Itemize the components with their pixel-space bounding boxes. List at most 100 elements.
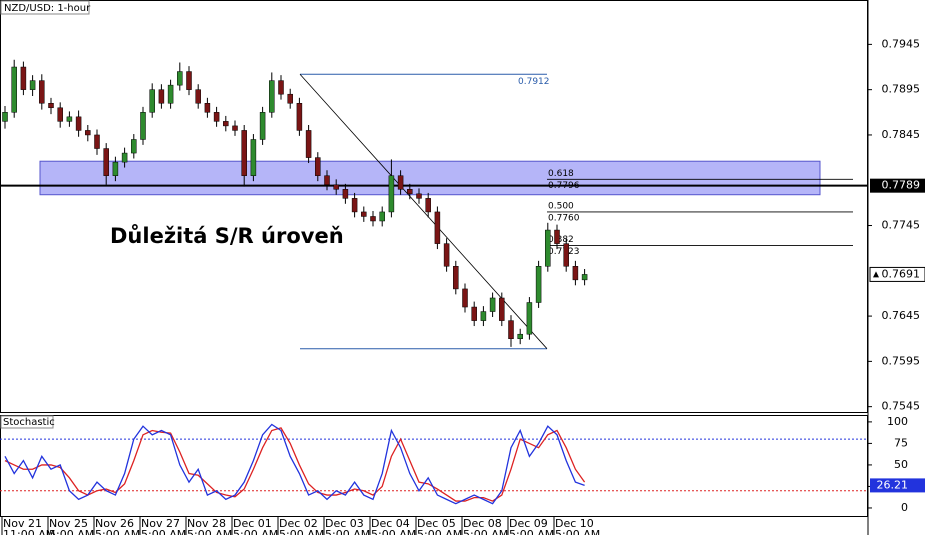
candle-body — [195, 89, 201, 104]
candle-body — [370, 216, 376, 222]
fib-price: 0.7760 — [548, 213, 580, 223]
candle-body — [296, 103, 303, 131]
indicator-title: Stochastic — [3, 417, 55, 428]
candle-body — [232, 125, 238, 131]
candle-body — [48, 103, 54, 109]
y-tick-label: 0.7595 — [882, 354, 921, 367]
candle-body — [508, 320, 514, 339]
candle-body — [333, 184, 339, 190]
candle-body — [287, 93, 293, 104]
x-tick-label: Dec 08 5:00 AM — [463, 517, 509, 535]
x-tick-label: Nov 28 5:00 AM — [187, 517, 233, 535]
candle-body — [581, 274, 588, 281]
candle-body — [324, 175, 330, 186]
fib-high-label: 0.7912 — [518, 77, 550, 87]
y-tick-label: 0.7645 — [882, 309, 921, 322]
candle-body — [462, 288, 468, 308]
y2-tick-label: 0 — [901, 501, 908, 514]
x-tick-label: Dec 10 5:00 AM — [555, 517, 601, 535]
candle-body — [11, 66, 17, 113]
fib-trend — [299, 73, 548, 349]
candle-body — [57, 107, 63, 122]
y-tick-label: 0.7845 — [882, 128, 921, 141]
last-price-label: 0.7691 — [882, 267, 921, 280]
candle-body — [351, 198, 358, 213]
candle-body — [158, 89, 165, 104]
stoch-value-label: 26.21 — [877, 478, 909, 491]
candle-body — [66, 116, 73, 122]
x-tick-label: Dec 04 5:00 AM — [371, 517, 417, 535]
candle-body — [213, 112, 220, 122]
candle-body — [278, 80, 284, 95]
candle-body — [305, 130, 312, 158]
x-tick-label: Dec 09 5:00 AM — [509, 517, 555, 535]
candle-body — [149, 89, 155, 113]
candle-body — [434, 211, 441, 244]
candle-body — [140, 112, 146, 140]
stoch-value-box — [870, 478, 925, 493]
candle-body — [75, 116, 82, 131]
candle-body — [177, 71, 183, 86]
candle-body — [85, 130, 91, 136]
x-tick-label: Nov 27 5:00 AM — [141, 517, 187, 535]
y2-tick-label: 75 — [894, 436, 908, 449]
candle-body — [250, 139, 257, 176]
x-tick-label: Nov 25 5:00 AM — [49, 517, 95, 535]
candle-body — [103, 148, 109, 176]
candle-body — [499, 297, 505, 321]
y-tick-label: 0.7895 — [882, 83, 921, 96]
candle-body — [204, 103, 211, 113]
fib-ratio: 0.618 — [548, 169, 574, 179]
annotation: Důležitá S/R úroveň — [110, 224, 344, 248]
candle-body — [471, 306, 477, 321]
candle-body — [121, 152, 128, 163]
candle-body — [563, 243, 569, 267]
y-tick-label: 0.7745 — [882, 219, 921, 232]
candle-body — [517, 333, 523, 339]
x-tick-label: Dec 05 5:00 AM — [417, 517, 463, 535]
candle-body — [315, 157, 321, 176]
x-tick-label: Dec 03 5:00 AM — [325, 517, 371, 535]
x-tick-label: Nov 26 5:00 AM — [95, 517, 141, 535]
candle-body — [397, 175, 404, 190]
x-tick-label: Dec 01 5:00 AM — [233, 517, 279, 535]
candle-body — [554, 229, 560, 244]
candle-body — [131, 139, 137, 154]
candle-body — [186, 71, 192, 90]
x-tick-label: Nov 21 11:00 AM — [3, 517, 56, 535]
candle-body — [20, 66, 27, 90]
candle-body — [526, 302, 533, 335]
sr-zone — [39, 160, 821, 196]
candle-body — [388, 175, 395, 213]
y-tick-label: 0.7945 — [882, 37, 921, 50]
candle-body — [545, 229, 551, 267]
last-price-box — [869, 266, 925, 282]
indicator-panel — [0, 415, 868, 517]
candle-body — [379, 211, 385, 222]
candle-body — [407, 189, 413, 195]
candle-body — [167, 84, 174, 104]
candle-body — [29, 80, 36, 90]
candle-body — [453, 266, 459, 290]
fib-ratio: 0.382 — [548, 235, 574, 245]
indicator-title-box — [0, 415, 54, 429]
fib-ratio: 0.500 — [548, 201, 574, 211]
sr-price-box — [870, 178, 925, 193]
candle-body — [342, 189, 349, 199]
y-tick-label: 0.7545 — [882, 400, 921, 413]
candle-body — [443, 243, 450, 267]
title-box — [0, 0, 90, 15]
y2-tick-label: 100 — [887, 415, 908, 428]
candle-body — [361, 211, 367, 217]
last-price-arrow — [873, 271, 879, 278]
candle-body — [94, 134, 100, 149]
candle-body — [112, 161, 119, 176]
candle-body — [39, 80, 45, 104]
candle-body — [535, 266, 542, 303]
stoch-line — [4, 423, 585, 505]
y2-tick-label: 50 — [894, 458, 908, 471]
x-tick-label: Dec 02 5:00 AM — [279, 517, 325, 535]
price-panel — [0, 0, 868, 413]
